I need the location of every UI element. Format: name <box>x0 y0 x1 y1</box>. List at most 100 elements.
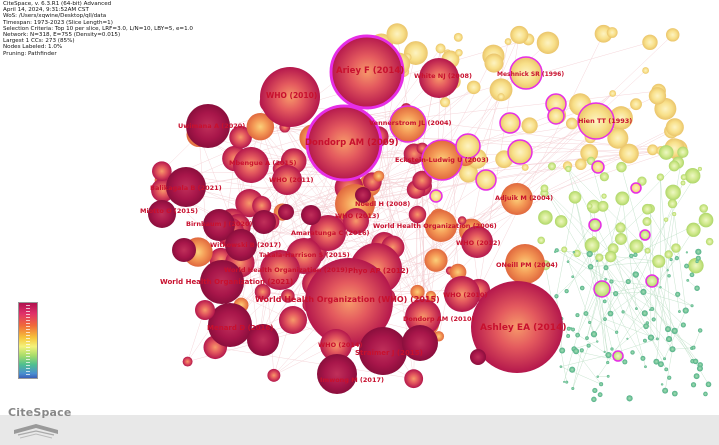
info-line: Selection Criteria: Top 10 per slice, LR… <box>3 25 193 32</box>
node <box>585 336 589 340</box>
node <box>583 311 589 316</box>
node <box>591 396 597 403</box>
node <box>521 163 529 171</box>
node <box>643 323 649 330</box>
node <box>680 180 686 186</box>
node <box>573 348 580 355</box>
node <box>466 80 481 95</box>
node <box>699 204 709 213</box>
node <box>626 337 629 340</box>
edge <box>293 160 425 308</box>
edge <box>566 253 590 292</box>
node <box>695 248 702 255</box>
highlighted-node <box>645 274 659 288</box>
node <box>613 290 619 297</box>
edge <box>597 362 608 377</box>
node <box>648 308 651 311</box>
node-label: Ashley EA (2014) <box>480 323 566 333</box>
node <box>694 285 700 291</box>
node-label: World Health Organization (WHO) (2015) <box>255 295 440 304</box>
cited-reference-node <box>208 303 252 347</box>
node-label: WHO (2013) <box>335 212 379 220</box>
node <box>671 390 678 397</box>
highlighted-node <box>593 280 611 298</box>
node <box>537 236 545 245</box>
node <box>698 212 714 228</box>
node <box>599 172 609 182</box>
node <box>540 184 549 193</box>
node-label: Dondorp AM (2010) <box>403 315 475 323</box>
edge <box>660 287 675 331</box>
node <box>489 78 513 102</box>
node <box>561 246 568 253</box>
node <box>644 365 647 369</box>
node <box>267 368 281 382</box>
node <box>641 310 648 317</box>
node <box>642 217 652 227</box>
node <box>667 199 678 209</box>
info-line: Largest 1 CCs: 273 (85%) <box>3 38 75 45</box>
node <box>597 200 609 212</box>
node-label: Eckstein-Ludwig U (2003) <box>395 156 489 164</box>
node <box>404 369 424 389</box>
node <box>657 361 664 368</box>
node <box>607 310 614 317</box>
node-label: Witkowski B (2017) <box>210 241 281 249</box>
node-label: Balikagala B (2021) <box>150 184 222 192</box>
footer-bar <box>0 415 719 445</box>
cited-reference-node <box>186 104 230 148</box>
edge <box>656 214 675 362</box>
highlighted-node <box>507 139 533 165</box>
edge <box>568 168 668 271</box>
edge <box>438 34 520 218</box>
edge <box>556 209 648 297</box>
node <box>690 382 697 388</box>
node-label: Vennerstrom JL (2004) <box>369 119 452 127</box>
node <box>572 250 576 254</box>
edge <box>198 134 233 223</box>
citespace-logo: CiteSpace <box>6 404 71 442</box>
edge <box>610 281 612 314</box>
edge <box>471 70 646 232</box>
cited-reference-node <box>233 147 269 183</box>
node <box>668 160 680 172</box>
edge <box>664 349 673 391</box>
edge <box>556 197 576 297</box>
node-label: Meshnick SR (1996) <box>497 71 564 78</box>
edge <box>593 293 616 335</box>
node-label: WHO (2012) <box>456 239 500 247</box>
node-label: Amaratunga C (2016) <box>291 229 370 237</box>
cited-reference-node <box>195 300 215 320</box>
node <box>386 23 408 45</box>
node <box>678 310 681 313</box>
node <box>610 347 614 351</box>
node <box>656 337 659 341</box>
node <box>281 289 295 303</box>
legend-ticks <box>26 305 30 376</box>
node <box>596 375 599 379</box>
node <box>665 184 681 201</box>
node <box>643 338 647 343</box>
edge <box>660 287 693 306</box>
node <box>671 243 681 253</box>
cited-reference-node <box>470 349 486 365</box>
edge <box>649 208 652 338</box>
node <box>566 326 571 331</box>
highlighted-node <box>499 112 521 134</box>
node <box>622 359 628 365</box>
node <box>697 328 703 333</box>
node <box>680 322 686 328</box>
node <box>691 345 696 350</box>
node <box>565 165 572 173</box>
edge <box>643 291 693 306</box>
cited-reference-node <box>252 210 276 234</box>
cited-reference-node <box>260 250 300 290</box>
node <box>559 365 563 368</box>
node <box>665 326 671 333</box>
edge <box>438 220 463 337</box>
node <box>547 162 556 171</box>
edge <box>647 322 658 339</box>
node <box>647 144 659 156</box>
node <box>573 249 581 258</box>
node-label: Noedl H (2008) <box>355 200 410 208</box>
